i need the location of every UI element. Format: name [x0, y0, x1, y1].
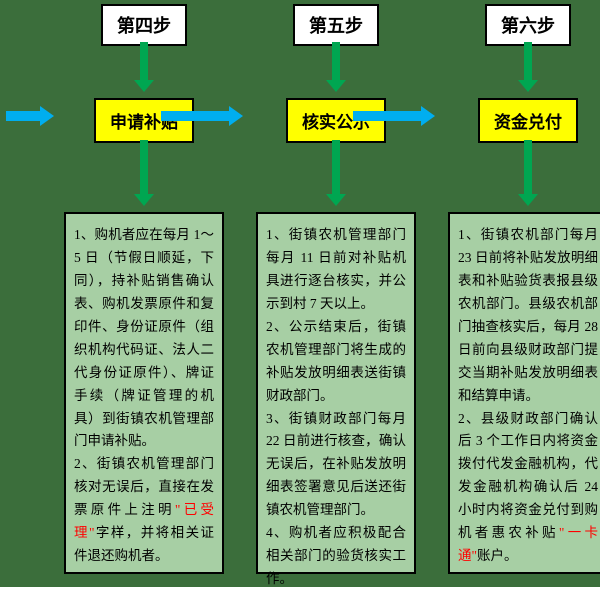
arrow-step-to-action-5 [326, 42, 346, 92]
description-box-6: 1、街镇农机部门每月 23 日前将补贴发放明细表和补贴验货表报县级农机部门。县级… [448, 212, 600, 574]
description-box-5: 1、街镇农机管理部门每月 11 日前对补贴机具进行逐台核实，并公示到村 7 天以… [256, 212, 416, 574]
step-label-4: 第四步 [101, 4, 187, 46]
step-label-6: 第六步 [485, 4, 571, 46]
arrow-action-to-desc-4 [134, 140, 154, 206]
arrow-action-to-desc-6 [518, 140, 538, 206]
description-box-4: 1、购机者应在每月 1～5 日（节假日顺延，下同），持补贴销售确认表、购机发票原… [64, 212, 224, 574]
arrow-between-4-5 [161, 106, 243, 126]
arrow-entry [6, 106, 54, 126]
action-box-6: 资金兑付 [478, 98, 578, 143]
arrow-action-to-desc-5 [326, 140, 346, 206]
arrow-between-5-6 [353, 106, 435, 126]
arrow-step-to-action-6 [518, 42, 538, 92]
step-label-5: 第五步 [293, 4, 379, 46]
arrow-step-to-action-4 [134, 42, 154, 92]
